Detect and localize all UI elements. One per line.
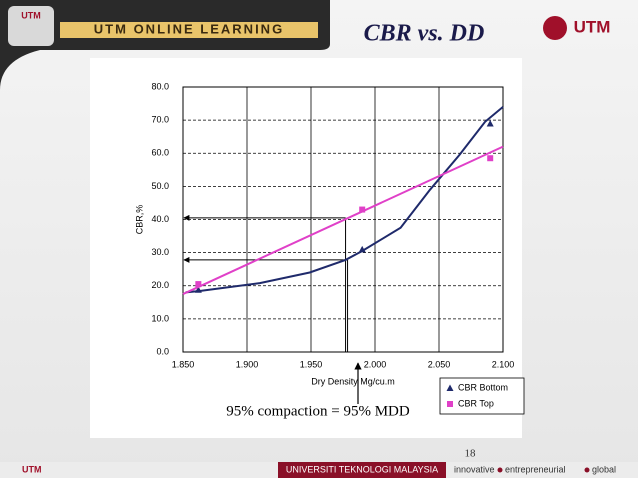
chart: 0.0 10.0 20.0 30.0 40.0 50.0 60.0 70.0 80.0 1.850… [134,81,525,415]
y-tick-label: 50.0 [151,181,169,191]
x-tick-label: 2.050 [428,359,451,369]
data-point [359,206,366,213]
data-point [194,286,202,293]
footer-tag: innovative [454,464,495,474]
footer-dot [497,467,503,473]
y-tick-label: 60.0 [151,148,169,158]
y-tick-label: 80.0 [151,81,169,91]
legend-box [439,377,525,415]
data-point [487,155,494,162]
right-logo-mark [543,16,567,40]
page-number: 18 [465,448,477,460]
right-logo-text: UTM [574,17,611,36]
footer-tag: global [592,464,616,474]
x-tick-label: 2.000 [364,359,387,369]
y-tick-label: 20.0 [151,280,169,290]
legend-swatch [446,384,454,391]
footer-university-bar [278,462,446,478]
y-tick-label: 70.0 [151,115,169,125]
data-point [486,119,494,127]
footer-university: UNIVERSITI TEKNOLOGI MALAYSIA [286,464,438,474]
y-tick-label: 0.0 [156,346,169,356]
slide-title: CBR vs. DD [364,21,485,47]
x-tick-label: 1.850 [172,359,195,369]
x-axis-label: Dry Density Mg/cu.m [311,376,395,386]
x-tick-label: 1.900 [236,359,259,369]
footer-dot [584,467,590,473]
y-tick-label: 30.0 [151,247,169,257]
logo-box [8,6,54,46]
y-tick-label: 10.0 [151,313,169,323]
banner-strip [60,22,318,38]
y-axis-label: CBR,% [134,205,144,235]
footer-tag: entrepreneurial [505,464,566,474]
x-tick-label: 1.950 [300,359,323,369]
logo-text: UTM [21,10,41,20]
legend-label: CBR Top [458,398,494,408]
banner-text: UTM ONLINE LEARNING [94,21,284,36]
data-point [195,281,202,288]
y-tick-label: 40.0 [151,214,169,224]
series-line [182,145,504,295]
footer-logo: UTM [22,464,42,474]
annotation: 95% compaction = 95% MDD [226,403,410,419]
legend-swatch [447,401,453,407]
data-point [358,245,366,253]
x-tick-label: 2.100 [492,359,515,369]
legend-label: CBR Bottom [458,382,508,392]
